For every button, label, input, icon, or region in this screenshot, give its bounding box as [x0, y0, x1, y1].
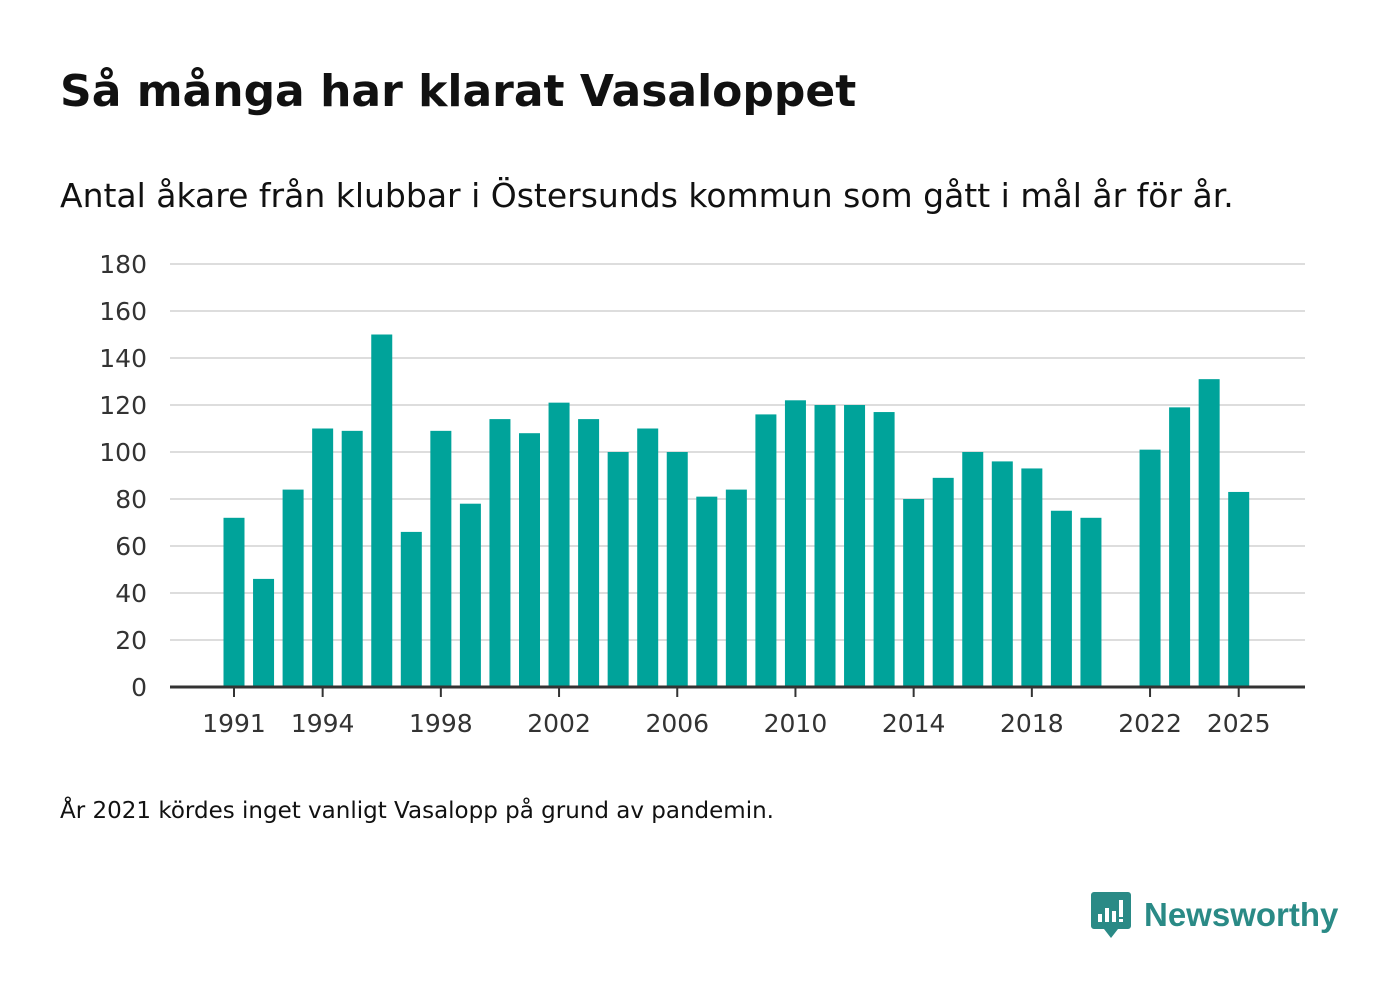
y-tick-label-180: 180: [99, 250, 147, 279]
bar-2024: [1198, 379, 1220, 687]
chart-subtitle: Antal åkare från klubbar i Östersunds ko…: [60, 176, 1234, 215]
bars: [223, 334, 1250, 687]
bar-2012: [844, 405, 866, 687]
bar-1991: [223, 517, 245, 687]
bar-2017: [991, 461, 1013, 687]
brand-name: Newsworthy: [1144, 896, 1339, 933]
bar-2004: [607, 452, 629, 687]
x-tick-label-2010: 2010: [764, 709, 828, 738]
y-tick-label-0: 0: [131, 673, 147, 702]
bar-1992: [253, 578, 275, 687]
bar-2002: [548, 402, 570, 687]
y-tick-label-20: 20: [115, 626, 147, 655]
bar-1999: [459, 503, 481, 687]
bar-2008: [725, 489, 747, 687]
bar-1995: [341, 430, 363, 687]
bar-2015: [932, 477, 954, 687]
bar-2011: [814, 405, 836, 687]
bar-2000: [489, 419, 511, 687]
bar-2014: [903, 499, 925, 687]
bar-2009: [755, 414, 777, 687]
y-tick-label-140: 140: [99, 344, 147, 373]
bar-2005: [637, 428, 659, 687]
x-axis: [170, 685, 1305, 697]
y-tick-label-80: 80: [115, 485, 147, 514]
x-tick-label-2002: 2002: [527, 709, 591, 738]
brand-logo: Newsworthy: [1090, 890, 1338, 940]
bar-2001: [519, 433, 540, 687]
bar-2020: [1080, 517, 1102, 687]
y-tick-label-120: 120: [99, 391, 147, 420]
chart-title: Så många har klarat Vasaloppet: [60, 66, 857, 117]
x-tick-label-2014: 2014: [882, 709, 946, 738]
x-tick-label-2018: 2018: [1000, 709, 1064, 738]
y-axis-labels: 0 20 40 60 80 100 120 140 160 180: [99, 250, 147, 702]
bar-1993: [282, 489, 304, 687]
bar-2025: [1228, 491, 1250, 687]
x-tick-label-1994: 1994: [291, 709, 355, 738]
bar-2013: [873, 412, 895, 687]
bar-2019: [1050, 510, 1072, 687]
bar-1994: [312, 428, 334, 687]
bar-2018: [1021, 468, 1043, 687]
x-axis-labels: 1991 1994 1998 2002 2006 2010 2014 2018 2022 2025: [202, 709, 1270, 738]
y-tick-label-40: 40: [115, 579, 147, 608]
x-tick-label-2022: 2022: [1118, 709, 1182, 738]
bar-1997: [400, 531, 422, 687]
y-tick-label-60: 60: [115, 532, 147, 561]
y-tick-label-160: 160: [99, 297, 147, 326]
bar-2003: [578, 419, 600, 687]
x-tick-label-2006: 2006: [645, 709, 709, 738]
bar-2010: [784, 400, 806, 687]
bar-chart: 0 20 40 60 80 100 120 140 160 180 1991 1994 1998 200…: [99, 250, 1305, 738]
bar-2007: [696, 496, 718, 687]
bar-2006: [666, 452, 688, 687]
footnote: År 2021 kördes inget vanligt Vasalopp på…: [60, 798, 774, 824]
newsworthy-logo-icon: [1091, 892, 1131, 938]
x-tick-label-2025: 2025: [1207, 709, 1271, 738]
x-tick-label-1998: 1998: [409, 709, 473, 738]
bar-1998: [430, 430, 452, 687]
bar-2016: [962, 452, 984, 687]
bar-2023: [1169, 407, 1191, 687]
bar-2022: [1139, 449, 1161, 687]
bar-1996: [371, 334, 393, 687]
x-tick-label-1991: 1991: [202, 709, 266, 738]
y-tick-label-100: 100: [99, 438, 147, 467]
